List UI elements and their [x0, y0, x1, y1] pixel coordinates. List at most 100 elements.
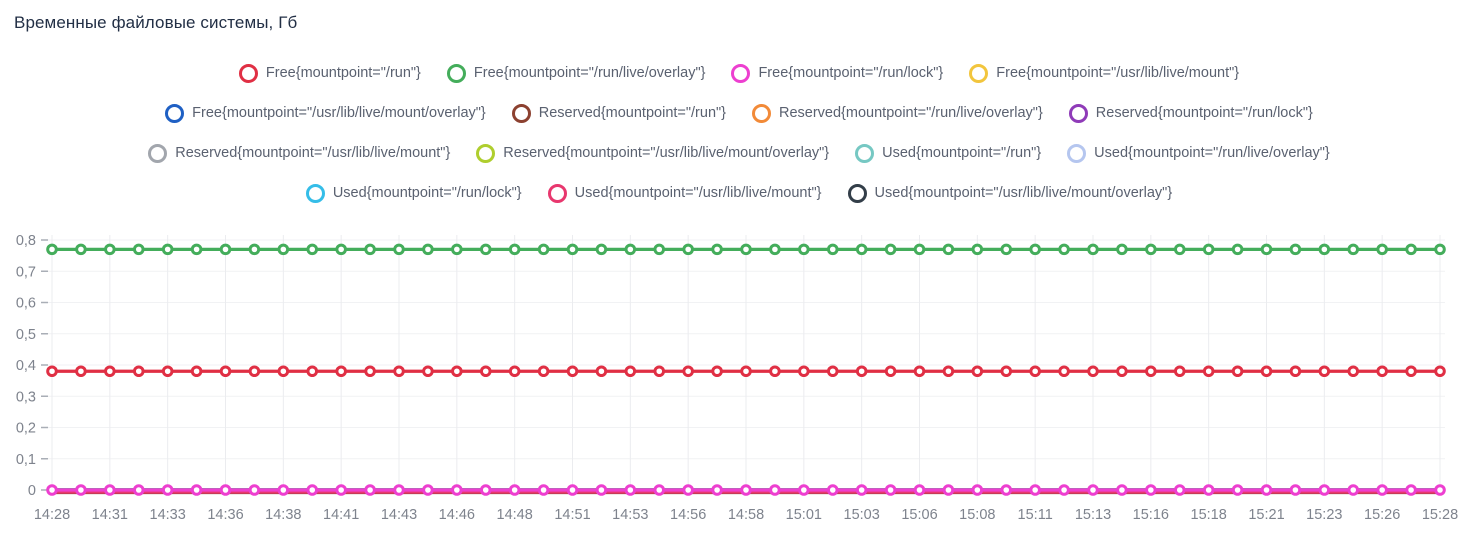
series-point-marker [335, 484, 347, 496]
x-tick-label: 14:46 [439, 507, 475, 523]
legend-item-label: Reserved{mountpoint="/run/live/overlay"} [779, 104, 1043, 121]
series-point-marker [1231, 484, 1244, 496]
series-point-marker [1116, 243, 1128, 256]
series-point-marker [1376, 484, 1388, 496]
series-point-marker [508, 484, 521, 496]
legend-item-5[interactable]: Reserved{mountpoint="/run"} [511, 103, 726, 123]
y-tick-label: 0,4 [16, 358, 36, 374]
series-point-marker [508, 365, 521, 378]
series-point-marker [971, 365, 984, 378]
legend-item-8[interactable]: Reserved{mountpoint="/usr/lib/live/mount… [148, 143, 450, 163]
series-point-marker [1318, 484, 1331, 496]
series-point-marker [306, 484, 319, 496]
legend-item-label: Free{mountpoint="/usr/lib/live/mount/ove… [192, 104, 486, 121]
legend-item-1[interactable]: Free{mountpoint="/run/live/overlay"} [446, 63, 705, 83]
series-point-marker [393, 365, 405, 378]
legend-item-6[interactable]: Reserved{mountpoint="/run/live/overlay"} [752, 103, 1043, 123]
series-point-marker [1000, 484, 1013, 496]
legend-item-14[interactable]: Used{mountpoint="/usr/lib/live/mount/ove… [847, 183, 1173, 203]
legend-item-7[interactable]: Reserved{mountpoint="/run/lock"} [1068, 103, 1313, 123]
series-point-marker [1376, 243, 1388, 256]
series-point-marker [653, 243, 666, 256]
series-point-marker [104, 365, 116, 378]
x-tick-label: 15:28 [1422, 507, 1458, 523]
series-point-marker [479, 243, 492, 256]
series-point-marker [537, 484, 550, 496]
series-point-marker [1202, 484, 1215, 496]
series-point-marker [537, 365, 550, 378]
series-ring-icon [476, 143, 496, 163]
legend-item-12[interactable]: Used{mountpoint="/run/lock"} [305, 183, 522, 203]
legend-item-label: Used{mountpoint="/run"} [882, 144, 1042, 161]
series-ring-icon [969, 63, 989, 83]
series-point-marker [1145, 365, 1157, 378]
series-point-marker [1289, 365, 1302, 378]
series-point-marker [306, 365, 319, 378]
series-point-marker [682, 243, 694, 256]
x-tick-label: 14:41 [323, 507, 359, 523]
legend-item-13[interactable]: Used{mountpoint="/usr/lib/live/mount"} [547, 183, 822, 203]
series-point-marker [942, 484, 955, 496]
y-tick-label: 0 [28, 483, 36, 499]
y-tick-label: 0,8 [16, 233, 36, 249]
series-point-marker [913, 243, 926, 256]
x-tick-label: 14:43 [381, 507, 417, 523]
legend-item-4[interactable]: Free{mountpoint="/usr/lib/live/mount/ove… [165, 103, 486, 123]
series-point-marker [1145, 484, 1157, 496]
series-point-marker [190, 243, 203, 256]
panel-title: Временные файловые системы, Гб [14, 13, 298, 32]
legend-item-9[interactable]: Reserved{mountpoint="/usr/lib/live/mount… [476, 143, 829, 163]
series-point-marker [508, 243, 521, 256]
legend-item-10[interactable]: Used{mountpoint="/run"} [855, 143, 1042, 163]
series-point-marker [161, 365, 174, 378]
series-point-marker [1434, 243, 1446, 256]
series-point-marker [364, 484, 376, 496]
series-point-marker [132, 484, 145, 496]
series-point-marker [711, 484, 723, 496]
series-point-marker [75, 243, 87, 256]
x-tick-label: 14:28 [34, 507, 70, 523]
series-point-marker [219, 484, 232, 496]
series-ring-icon [148, 143, 168, 163]
series-point-marker [537, 243, 550, 256]
x-tick-label: 14:36 [207, 507, 243, 523]
legend-item-11[interactable]: Used{mountpoint="/run/live/overlay"} [1067, 143, 1330, 163]
series-point-marker [566, 365, 579, 378]
series-point-marker [277, 243, 290, 256]
series-ring-icon [511, 103, 531, 123]
series-point-marker [75, 365, 87, 378]
series-point-marker [451, 484, 463, 496]
x-tick-label: 15:13 [1075, 507, 1111, 523]
series-ring-icon [752, 103, 771, 123]
x-tick-label: 15:26 [1364, 507, 1400, 523]
series-point-marker [1029, 365, 1041, 378]
series-point-marker [1173, 484, 1186, 496]
series-point-marker [1318, 365, 1331, 378]
series-ring-icon [1068, 103, 1088, 123]
legend-item-3[interactable]: Free{mountpoint="/usr/lib/live/mount"} [969, 63, 1239, 83]
series-point-marker [1405, 365, 1417, 378]
x-tick-label: 15:03 [844, 507, 880, 523]
series-0 [46, 365, 1446, 378]
series-point-marker [479, 484, 492, 496]
x-tick-label: 15:23 [1306, 507, 1342, 523]
series-point-marker [451, 243, 463, 256]
series-point-marker [566, 484, 579, 496]
series-point-marker [1347, 484, 1360, 496]
series-point-marker [132, 243, 145, 256]
legend-item-label: Used{mountpoint="/usr/lib/live/mount/ove… [874, 184, 1173, 201]
series-point-marker [190, 365, 203, 378]
series-point-marker [798, 365, 810, 378]
series-point-marker [1116, 365, 1128, 378]
x-tick-label: 14:48 [497, 507, 533, 523]
legend-item-2[interactable]: Free{mountpoint="/run/lock"} [731, 63, 943, 83]
series-ring-icon [238, 63, 258, 83]
series-point-marker [1029, 243, 1041, 256]
series-point-marker [740, 243, 752, 256]
x-tick-label: 14:56 [670, 507, 706, 523]
series-point-marker [855, 365, 868, 378]
series-point-marker [566, 243, 579, 256]
series-point-marker [971, 243, 984, 256]
legend-row-1: Free{mountpoint="/run"} Free{mountpoint="… [0, 53, 1478, 93]
legend-item-0[interactable]: Free{mountpoint="/run"} [238, 63, 421, 83]
